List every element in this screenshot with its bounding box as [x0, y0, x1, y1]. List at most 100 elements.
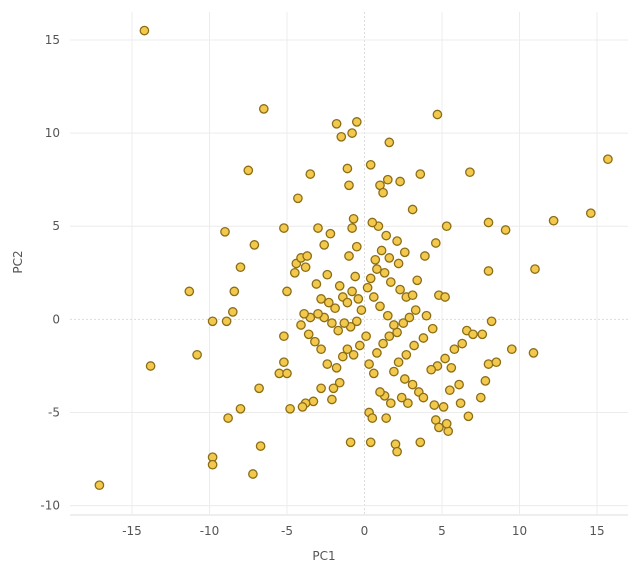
scatter-point	[365, 437, 376, 448]
scatter-point	[347, 223, 357, 233]
x-tick-label: -15	[122, 524, 142, 538]
scatter-point	[279, 223, 289, 233]
scatter-point	[348, 213, 359, 224]
scatter-point	[322, 269, 333, 280]
scatter-point	[382, 310, 393, 321]
scatter-point	[457, 338, 468, 349]
scatter-point	[255, 441, 266, 451]
scatter-point	[258, 104, 269, 114]
scatter-point	[229, 286, 240, 297]
y-axis-ticks: -10 -5 0 5 10 15	[40, 33, 60, 513]
scatter-point	[426, 364, 437, 375]
scatter-point	[184, 286, 195, 297]
scatter-point	[342, 163, 353, 174]
y-axis-title: PC2	[11, 250, 25, 273]
scatter-point	[328, 383, 339, 394]
scatter-point	[399, 247, 410, 258]
scatter-point	[362, 282, 373, 293]
scatter-point	[282, 286, 292, 297]
scatter-point	[410, 305, 421, 315]
scatter-point	[368, 292, 379, 302]
scatter-point	[378, 187, 388, 198]
scatter-point	[441, 418, 452, 429]
scatter-point	[384, 331, 395, 342]
scatter-point	[227, 307, 238, 317]
scatter-point	[322, 359, 333, 369]
scatter-point	[407, 290, 418, 301]
scatter-point	[420, 251, 430, 261]
scatter-point	[491, 357, 502, 368]
scatter-point	[384, 137, 395, 148]
scatter-point	[440, 353, 450, 364]
x-tick-label: 5	[438, 524, 446, 538]
y-tick-label: 5	[52, 219, 60, 233]
x-tick-label: -5	[281, 524, 293, 538]
scatter-point	[465, 167, 475, 178]
scatter-point	[375, 387, 385, 397]
scatter-point	[344, 180, 354, 191]
scatter-point	[351, 241, 362, 252]
scatter-point	[331, 118, 342, 129]
scatter-point	[381, 230, 392, 241]
scatter-point	[385, 277, 396, 287]
scatter-point	[279, 357, 289, 368]
scatter-point	[393, 258, 404, 269]
scatter-point	[395, 176, 405, 187]
scatter-point	[379, 267, 390, 278]
scatter-point	[331, 362, 342, 373]
scatter-point	[382, 174, 393, 185]
scatter-point	[441, 221, 452, 232]
scatter-point	[500, 225, 511, 235]
scatter-point	[368, 368, 379, 379]
scatter-point	[407, 204, 418, 215]
scatter-point	[348, 349, 359, 360]
scatter-point	[297, 402, 308, 412]
scatter-point	[220, 226, 230, 237]
scatter-point	[438, 402, 449, 412]
scatter-point	[223, 413, 233, 423]
scatter-point	[313, 308, 323, 319]
scatter-point	[367, 217, 378, 228]
y-tick-label: -5	[48, 406, 60, 420]
scatter-point	[392, 236, 402, 246]
scatter-point	[364, 359, 374, 369]
scatter-point	[468, 329, 478, 340]
x-axis-title: PC1	[312, 549, 335, 563]
scatter-point	[300, 262, 311, 273]
scatter-point	[249, 240, 260, 250]
scatter-point	[325, 228, 336, 239]
scatter-point	[401, 349, 412, 360]
scatter-point	[389, 366, 399, 377]
scatter-point	[282, 368, 292, 379]
scatter-point	[344, 251, 354, 261]
scatter-point	[345, 437, 356, 448]
y-tick-label: 10	[45, 126, 60, 140]
scatter-point	[395, 284, 405, 295]
x-tick-label: 15	[589, 524, 604, 538]
scatter-point	[139, 25, 150, 36]
scatter-point	[310, 336, 320, 347]
scatter-point	[285, 403, 295, 414]
scatter-point	[339, 318, 350, 328]
scatter-point	[475, 392, 486, 403]
scatter-point	[365, 273, 376, 284]
y-tick-label: 0	[52, 312, 60, 326]
scatter-point	[207, 459, 218, 470]
scatter-point	[530, 264, 540, 274]
scatter-point	[370, 254, 381, 265]
scatter-point	[477, 329, 488, 340]
scatter-point	[385, 398, 396, 409]
scatter-point	[486, 316, 497, 327]
scatter-point	[333, 325, 344, 336]
scatter-point	[418, 333, 429, 343]
scatter-point	[356, 305, 367, 315]
scatter-point	[337, 351, 348, 362]
scatter-point	[299, 308, 309, 319]
scatter-point	[303, 329, 314, 340]
scatter-point	[480, 376, 491, 386]
scatter-point	[440, 292, 450, 302]
scatter-point	[407, 379, 418, 390]
scatter-point	[316, 294, 326, 304]
scatter-point	[342, 297, 353, 308]
